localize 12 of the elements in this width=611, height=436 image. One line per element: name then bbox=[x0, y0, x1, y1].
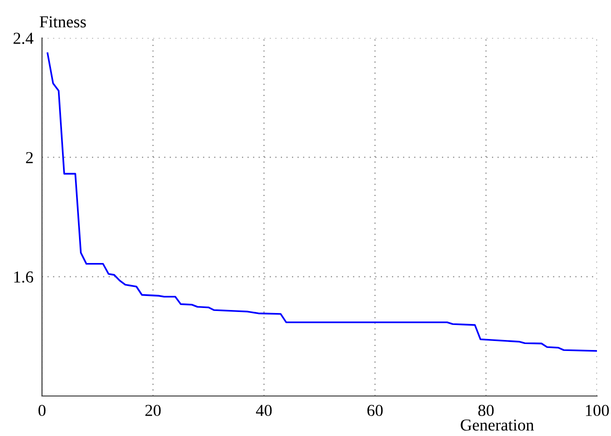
y-tick-label: 1.6 bbox=[14, 271, 34, 283]
x-axis-title: Generation bbox=[460, 419, 534, 431]
line-series bbox=[46, 52, 597, 352]
y-tick-label: 2 bbox=[26, 152, 33, 164]
y-tick-label: 2.4 bbox=[14, 32, 34, 44]
y-axis-title: Fitness bbox=[40, 16, 86, 28]
x-tick-label: 100 bbox=[586, 404, 609, 416]
x-tick-label: 40 bbox=[256, 404, 272, 416]
x-tick-label: 80 bbox=[478, 404, 494, 416]
x-tick-label: 20 bbox=[145, 404, 161, 416]
x-tick-label: 60 bbox=[367, 404, 383, 416]
x-tick-label: 0 bbox=[38, 404, 46, 416]
